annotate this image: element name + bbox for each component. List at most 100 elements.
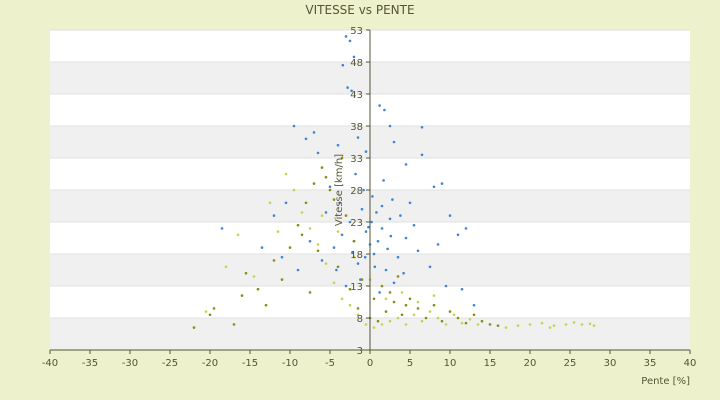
data-point bbox=[552, 324, 556, 327]
data-point bbox=[528, 323, 532, 326]
data-point bbox=[364, 150, 368, 153]
data-point bbox=[208, 313, 212, 317]
x-axis-label: Pente [%] bbox=[641, 376, 690, 387]
series-1 bbox=[192, 156, 500, 329]
data-point bbox=[356, 307, 360, 310]
data-point bbox=[383, 108, 386, 112]
data-point bbox=[264, 303, 268, 307]
data-point bbox=[344, 214, 348, 217]
data-point bbox=[328, 188, 332, 192]
data-point bbox=[472, 313, 476, 317]
data-point bbox=[388, 319, 392, 323]
data-point bbox=[280, 255, 284, 259]
data-point bbox=[572, 321, 576, 324]
data-point bbox=[316, 249, 320, 253]
data-point bbox=[456, 316, 460, 320]
chart-title: VITESSE vs PENTE bbox=[305, 3, 414, 17]
data-point bbox=[389, 234, 393, 238]
data-point bbox=[444, 323, 448, 326]
data-point bbox=[516, 324, 520, 327]
x-tick-label: -20 bbox=[202, 358, 218, 369]
data-point bbox=[380, 204, 384, 208]
data-point bbox=[376, 239, 380, 243]
data-point bbox=[548, 326, 552, 329]
data-point bbox=[380, 227, 384, 230]
data-point bbox=[386, 247, 389, 251]
data-point bbox=[364, 323, 368, 326]
data-point bbox=[428, 265, 432, 269]
x-tick-label: -5 bbox=[325, 358, 335, 369]
y-tick-label: 38 bbox=[350, 122, 363, 133]
data-point bbox=[432, 294, 436, 297]
data-point bbox=[448, 214, 452, 217]
data-point bbox=[428, 310, 432, 313]
data-point bbox=[351, 251, 354, 255]
data-point bbox=[392, 281, 396, 285]
data-point bbox=[352, 239, 356, 243]
data-point bbox=[464, 227, 468, 230]
data-point bbox=[332, 198, 336, 201]
data-point bbox=[488, 323, 492, 326]
x-tick-label: 25 bbox=[564, 358, 577, 369]
data-point bbox=[340, 297, 344, 301]
data-point bbox=[388, 291, 392, 294]
data-point bbox=[404, 303, 408, 307]
data-point bbox=[356, 313, 360, 317]
y-axis-label: Vitesse [km/h] bbox=[334, 154, 345, 226]
y-tick-label: 3 bbox=[357, 346, 363, 357]
data-point bbox=[444, 284, 448, 288]
data-point bbox=[376, 319, 380, 323]
y-tick-label: 8 bbox=[357, 314, 363, 325]
data-point bbox=[276, 230, 280, 233]
data-point bbox=[396, 255, 400, 259]
x-tick-label: 5 bbox=[407, 358, 413, 369]
data-point bbox=[396, 275, 400, 278]
y-tick-label: 53 bbox=[350, 26, 363, 37]
data-point bbox=[348, 303, 352, 307]
data-point bbox=[400, 291, 404, 294]
points-layer bbox=[192, 35, 596, 329]
data-point bbox=[328, 185, 332, 189]
data-point bbox=[232, 323, 236, 326]
data-point bbox=[472, 303, 476, 307]
data-point bbox=[332, 246, 336, 249]
data-point bbox=[432, 303, 436, 307]
x-tick-label: 10 bbox=[444, 358, 457, 369]
data-point bbox=[440, 182, 444, 185]
x-tick-label: -40 bbox=[42, 358, 58, 369]
data-point bbox=[400, 313, 404, 317]
data-point bbox=[320, 166, 324, 169]
data-point bbox=[360, 278, 364, 281]
data-point bbox=[356, 136, 360, 139]
data-point bbox=[378, 104, 381, 107]
data-point bbox=[192, 326, 196, 329]
data-point bbox=[308, 291, 312, 294]
data-point bbox=[404, 163, 408, 166]
data-point bbox=[391, 198, 394, 201]
data-point bbox=[340, 156, 344, 160]
y-tick-label: 13 bbox=[350, 282, 363, 293]
data-point bbox=[335, 268, 338, 272]
data-point bbox=[324, 175, 328, 179]
data-point bbox=[402, 271, 405, 275]
data-point bbox=[260, 246, 264, 249]
x-tick-label: 15 bbox=[484, 358, 497, 369]
data-point bbox=[371, 195, 374, 198]
x-tick-label: -10 bbox=[282, 358, 298, 369]
y-tick-label: 48 bbox=[350, 58, 363, 69]
data-point bbox=[382, 179, 385, 182]
data-point bbox=[312, 131, 316, 134]
data-point bbox=[396, 316, 400, 320]
data-point bbox=[392, 140, 396, 144]
data-point bbox=[420, 153, 424, 157]
data-point bbox=[336, 143, 340, 147]
data-point bbox=[300, 233, 304, 237]
data-point bbox=[346, 86, 349, 89]
data-point bbox=[540, 321, 544, 325]
data-point bbox=[380, 284, 384, 288]
data-point bbox=[308, 239, 312, 243]
data-point bbox=[360, 207, 364, 211]
data-point bbox=[372, 297, 376, 301]
data-point bbox=[388, 217, 392, 221]
data-point bbox=[412, 223, 416, 227]
